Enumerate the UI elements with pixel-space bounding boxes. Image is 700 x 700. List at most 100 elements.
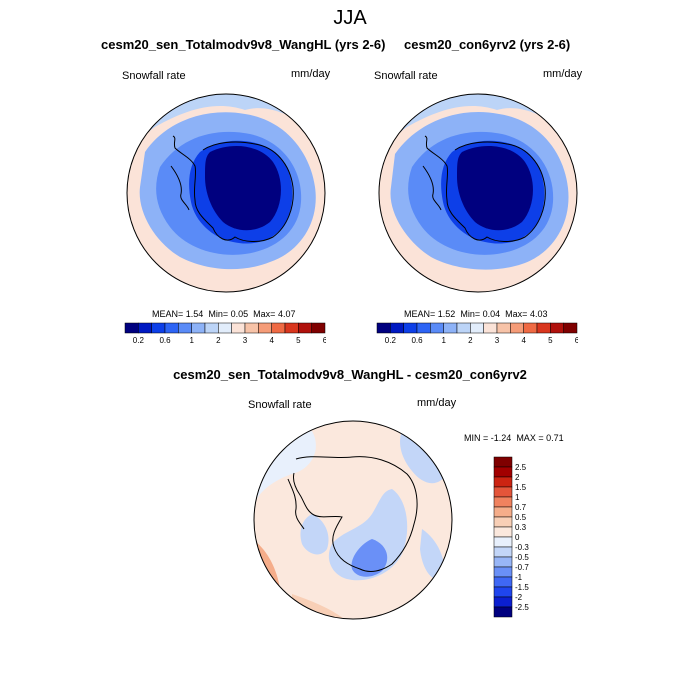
colorbar-swatch xyxy=(456,322,471,334)
colorbar-swatch xyxy=(271,322,286,334)
diff-strong-negative xyxy=(351,539,388,577)
diff-patch xyxy=(420,529,445,580)
colorbar-swatch xyxy=(493,536,513,548)
colorbar-sensitivity: 0.2 0.6 1 2 3 4 5 6 xyxy=(124,322,326,345)
colorbar-swatch xyxy=(493,496,513,508)
colorbar-tick-label: -0.5 xyxy=(515,553,529,562)
colorbar-tick-label: 1 xyxy=(515,493,520,502)
colorbar-tick-label: 1 xyxy=(441,336,446,345)
colorbar-swatch xyxy=(124,322,139,334)
colorbar-swatch xyxy=(523,322,538,334)
colorbar-swatch xyxy=(178,322,192,334)
colorbar-tick-label: 1.5 xyxy=(515,483,527,492)
colorbar-difference: 2.521.510.70.50.30-0.3-0.5-0.7-1-1.5-2-2… xyxy=(493,456,529,618)
coastline-outline xyxy=(170,135,294,242)
colorbar-tick-label: 4 xyxy=(269,336,274,345)
colorbar-swatch xyxy=(493,576,513,588)
colorbar-swatch xyxy=(284,322,299,334)
antarctica-core xyxy=(457,146,533,231)
colorbar-swatch xyxy=(443,322,458,334)
colorbar-swatch xyxy=(493,556,513,568)
colorbar-swatch xyxy=(493,466,513,478)
panel-title-difference: cesm20_sen_Totalmodv9v8_WangHL - cesm20_… xyxy=(173,367,527,382)
colorbar-tick-label: -2 xyxy=(515,593,523,602)
polar-map-control xyxy=(378,93,578,293)
colorbar-swatch xyxy=(390,322,404,334)
colorbar-tick-label: 2 xyxy=(216,336,221,345)
colorbar-tick-label: 1 xyxy=(189,336,194,345)
diff-patch xyxy=(257,431,316,499)
map-border xyxy=(253,420,453,620)
colorbar-tick-label: 3 xyxy=(495,336,500,345)
colorbar-swatch xyxy=(493,506,513,518)
ring-light-blue xyxy=(127,94,325,162)
colorbar-tick-label: 0.5 xyxy=(515,513,527,522)
colorbar-swatch xyxy=(510,322,524,334)
panel-title-control: cesm20_con6yrv2 (yrs 2-6) xyxy=(404,37,571,52)
colorbar-tick-label: 4 xyxy=(521,336,526,345)
colorbar-tick-label: 0.3 xyxy=(515,523,527,532)
coastline-outline xyxy=(422,135,546,242)
colorbar-swatch xyxy=(493,566,513,578)
colorbar-swatch xyxy=(258,322,272,334)
colorbar-swatch xyxy=(244,322,259,334)
colorbar-tick-label: 2 xyxy=(468,336,473,345)
variable-label-sensitivity: Snowfall rate xyxy=(122,70,186,82)
colorbar-swatch xyxy=(430,322,444,334)
colorbar-swatch xyxy=(311,322,326,334)
colorbar-swatch xyxy=(403,322,418,334)
colorbar-tick-label: 3 xyxy=(243,336,248,345)
colorbar-tick-label: -0.7 xyxy=(515,563,529,572)
colorbar-swatch xyxy=(376,322,391,334)
colorbar-tick-label: 5 xyxy=(296,336,301,345)
difference-background xyxy=(254,421,452,619)
variable-label-control: Snowfall rate xyxy=(374,70,438,82)
colorbar-swatch xyxy=(483,322,498,334)
colorbar-tick-label: -0.3 xyxy=(515,543,529,552)
colorbar-swatch xyxy=(138,322,152,334)
colorbar-swatch xyxy=(470,322,484,334)
polar-map-difference xyxy=(253,420,453,620)
colorbar-tick-label: 5 xyxy=(548,336,553,345)
colorbar-swatch xyxy=(416,322,431,334)
units-label-control: mm/day xyxy=(543,68,583,80)
colorbar-swatch xyxy=(493,596,513,608)
colorbar-swatch xyxy=(493,476,513,488)
colorbar-swatch xyxy=(204,322,219,334)
colorbar-tick-label: 0.7 xyxy=(515,503,527,512)
colorbar-tick-label: 2 xyxy=(515,473,520,482)
colorbar-swatch xyxy=(218,322,232,334)
colorbar-tick-label: 6 xyxy=(575,336,578,345)
antarctica-core xyxy=(205,146,281,231)
colorbar-tick-label: 6 xyxy=(323,336,326,345)
colorbar-swatch xyxy=(496,322,511,334)
colorbar-tick-label: 2.5 xyxy=(515,463,527,472)
colorbar-swatch xyxy=(493,516,513,528)
coastline-outline xyxy=(287,456,418,572)
colorbar-swatch xyxy=(493,606,513,618)
stats-control: MEAN= 1.52 Min= 0.04 Max= 4.03 xyxy=(404,309,548,319)
diff-patch xyxy=(400,431,447,484)
colorbar-swatch xyxy=(298,322,312,334)
stats-difference: MIN = -1.24 MAX = 0.71 xyxy=(464,433,564,443)
panel-title-sensitivity: cesm20_sen_Totalmodv9v8_WangHL (yrs 2-6) xyxy=(101,37,386,52)
stats-sensitivity: MEAN= 1.54 Min= 0.05 Max= 4.07 xyxy=(152,309,296,319)
colorbar-tick-label: 0 xyxy=(515,533,520,542)
colorbar-tick-label: -1.5 xyxy=(515,583,529,592)
colorbar-swatch xyxy=(550,322,564,334)
units-label-difference: mm/day xyxy=(417,397,457,409)
diff-negative-region xyxy=(328,489,408,581)
variable-label-difference: Snowfall rate xyxy=(248,399,312,411)
colorbar-tick-label: 0.6 xyxy=(411,336,423,345)
colorbar-swatch xyxy=(493,586,513,598)
colorbar-swatch xyxy=(493,526,513,538)
main-title: JJA xyxy=(333,7,367,29)
colorbar-swatch xyxy=(151,322,166,334)
colorbar-tick-label: -2.5 xyxy=(515,603,529,612)
diff-patch xyxy=(300,514,329,555)
map-border xyxy=(126,93,326,293)
colorbar-swatch xyxy=(231,322,246,334)
colorbar-tick-label: -1 xyxy=(515,573,523,582)
units-label-sensitivity: mm/day xyxy=(291,68,331,80)
colorbar-tick-label: 0.2 xyxy=(133,336,145,345)
